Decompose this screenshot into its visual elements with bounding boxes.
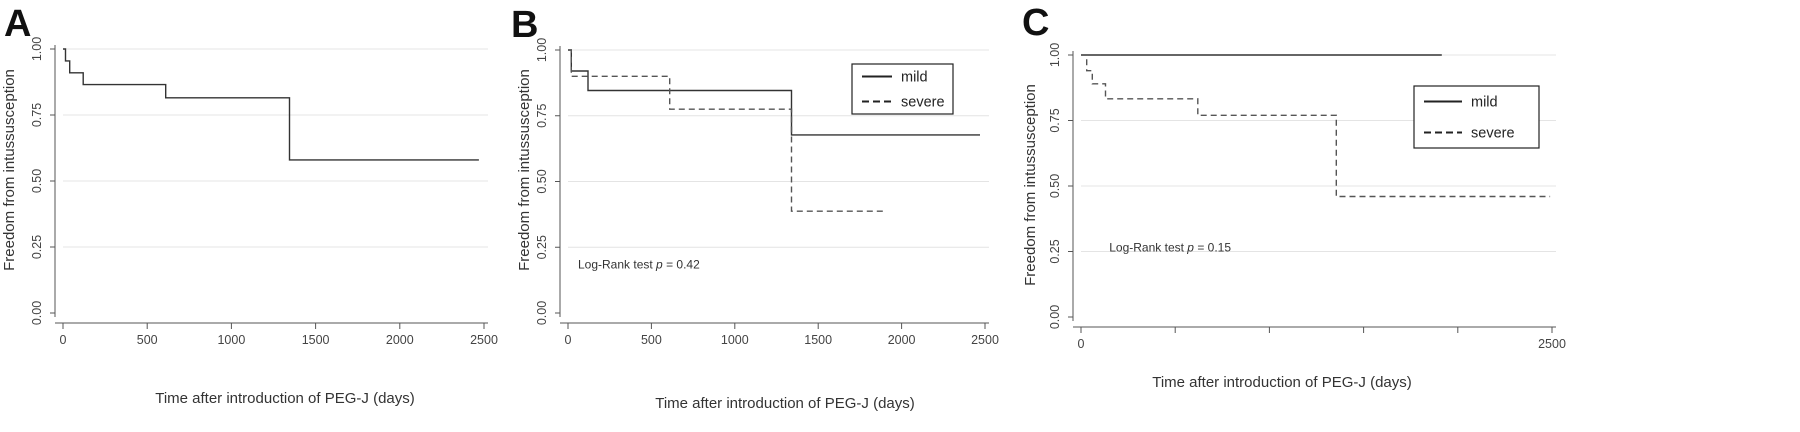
panel-a-series-survival-line xyxy=(63,48,479,161)
panel-c-series-severe-line xyxy=(1081,54,1551,198)
panel-c-logrank-annotation: Log-Rank test p = 0.15 xyxy=(1109,241,1231,255)
panel-b-y-tick-label: 0.00 xyxy=(535,301,549,325)
panel-c-y-axis-title: Freedom from intussusception xyxy=(1022,84,1039,286)
panel-a-y-tick-label: 0.25 xyxy=(30,235,44,259)
panel-a-x-tick-label: 500 xyxy=(137,333,158,347)
panel-a-x-tick-label: 2500 xyxy=(470,333,498,347)
panel-b-letter: B xyxy=(511,4,538,46)
panel-b-y-tick-label: 0.75 xyxy=(535,104,549,128)
panel-c-x-tick-label: 2500 xyxy=(1538,337,1566,351)
panel-c-legend-label-severe: severe xyxy=(1471,126,1515,142)
panel-a-x-tick-label: 2000 xyxy=(386,333,414,347)
panel-b-x-axis-title: Time after introduction of PEG-J (days) xyxy=(655,395,915,412)
panel-c-legend-label-mild: mild xyxy=(1471,95,1498,111)
panel-a-letter: A xyxy=(4,3,31,45)
panel-c-y-tick-label: 0.00 xyxy=(1048,305,1062,329)
panel-c-legend-box xyxy=(1413,85,1540,149)
panel-a-x-tick-label: 0 xyxy=(60,333,67,347)
panel-a-x-tick-label: 1500 xyxy=(302,333,330,347)
panel-c-y-tick-label: 0.75 xyxy=(1048,108,1062,132)
panel-a-y-tick-label: 0.50 xyxy=(30,169,44,193)
panel-a-y-tick-label: 0.75 xyxy=(30,103,44,127)
panel-b-series-severe-line xyxy=(568,49,885,212)
panel-b-x-tick-label: 1500 xyxy=(804,333,832,347)
panel-a-y-axis-title: Freedom from intussusception xyxy=(1,69,18,271)
panel-c: C 0.00 0.25 0.50 0.75 1.00 0 2500 Time after int… xyxy=(1022,2,1566,391)
panel-b-x-tick-label: 2500 xyxy=(971,333,999,347)
panel-b: B 0.00 0.25 0.50 0.75 1.00 0 500 1000 1500 2000 250… xyxy=(511,4,999,412)
panel-b-legend: mild severe xyxy=(851,63,954,115)
panel-b-y-axis-title: Freedom from intussusception xyxy=(516,69,533,271)
panel-a: A 0.00 0.25 0.50 0.75 1.00 0 500 1000 1500 2000 250… xyxy=(1,3,498,407)
panel-a-x-tick-label: 1000 xyxy=(217,333,245,347)
panel-b-logrank-annotation: Log-Rank test p = 0.42 xyxy=(578,257,700,271)
panel-c-x-axis-title: Time after introduction of PEG-J (days) xyxy=(1152,374,1412,391)
panel-a-x-axis-title: Time after introduction of PEG-J (days) xyxy=(155,390,415,407)
panel-b-legend-box xyxy=(851,63,954,115)
panel-b-x-tick-label: 2000 xyxy=(888,333,916,347)
panel-b-legend-label-severe: severe xyxy=(901,95,945,111)
panel-b-y-tick-label: 0.25 xyxy=(535,235,549,259)
panel-a-y-tick-label: 1.00 xyxy=(30,37,44,61)
panel-b-x-tick-label: 0 xyxy=(565,333,572,347)
panel-c-y-tick-label: 1.00 xyxy=(1048,43,1062,67)
panel-c-y-tick-label: 0.25 xyxy=(1048,239,1062,263)
panel-b-legend-label-mild: mild xyxy=(901,70,928,86)
panel-b-y-tick-label: 0.50 xyxy=(535,169,549,193)
panel-a-y-tick-label: 0.00 xyxy=(30,301,44,325)
panel-b-x-tick-label: 1000 xyxy=(721,333,749,347)
panel-c-legend: mild severe xyxy=(1413,85,1540,149)
panel-b-x-tick-label: 500 xyxy=(641,333,662,347)
panel-c-x-tick-label: 0 xyxy=(1078,337,1085,351)
panel-b-y-tick-label: 1.00 xyxy=(535,38,549,62)
panel-c-y-tick-label: 0.50 xyxy=(1048,174,1062,198)
panel-c-letter: C xyxy=(1022,2,1049,44)
